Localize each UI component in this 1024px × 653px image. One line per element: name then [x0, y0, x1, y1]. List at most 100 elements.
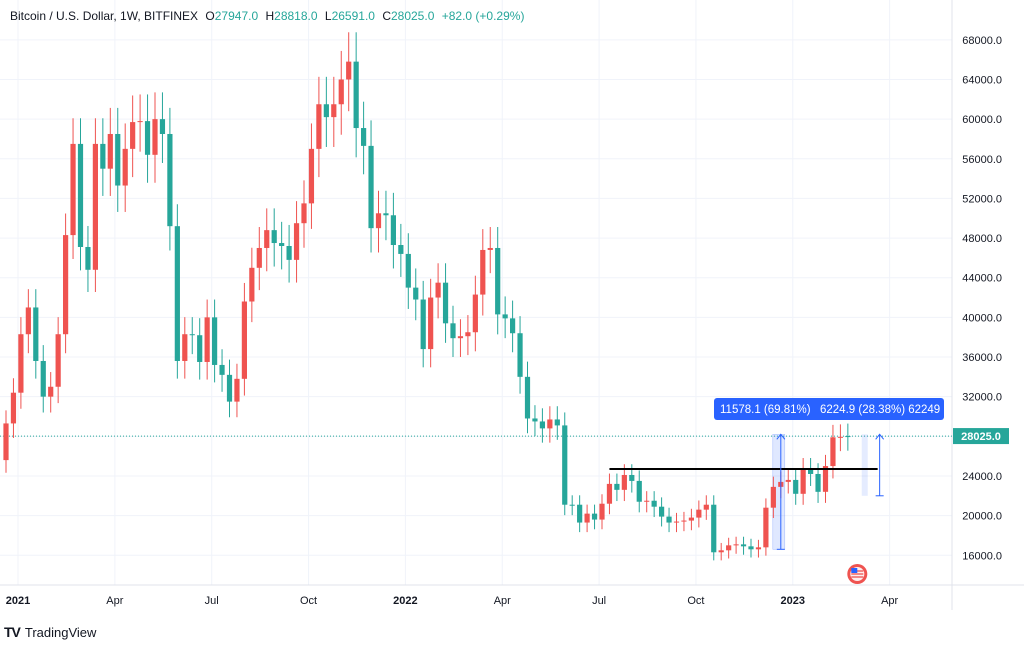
candle-body[interactable] [331, 104, 337, 118]
candle-body[interactable] [63, 235, 69, 335]
candle-body[interactable] [524, 376, 531, 419]
candle-body[interactable] [159, 119, 166, 134]
candle-body[interactable] [18, 334, 24, 393]
candle-body[interactable] [92, 143, 98, 270]
candle-body[interactable] [77, 143, 84, 247]
candle-body[interactable] [383, 213, 389, 216]
candle-body[interactable] [70, 143, 76, 236]
candle-body[interactable] [25, 307, 31, 335]
candle-body[interactable] [122, 148, 128, 186]
candle-body[interactable] [748, 546, 754, 550]
candle-body[interactable] [100, 143, 106, 169]
candle-body[interactable] [390, 215, 396, 246]
candle-body[interactable] [130, 122, 136, 149]
candle-body[interactable] [793, 479, 799, 494]
candle-body[interactable] [554, 419, 560, 426]
candle-body[interactable] [726, 545, 732, 551]
candle-body[interactable] [40, 360, 46, 397]
candle-body[interactable] [308, 148, 315, 204]
candle-body[interactable] [353, 61, 359, 129]
candle-body[interactable] [495, 247, 501, 315]
candle-body[interactable] [763, 507, 769, 548]
candle-body[interactable] [323, 104, 329, 118]
candle-body[interactable] [107, 133, 113, 169]
candle-body[interactable] [316, 104, 322, 149]
candle-body[interactable] [182, 334, 188, 361]
candle-body[interactable] [204, 317, 210, 362]
candle-body[interactable] [651, 500, 657, 507]
candle-body[interactable] [785, 479, 791, 482]
candle-body[interactable] [450, 323, 456, 339]
tradingview-brand[interactable]: TV TradingView [4, 624, 96, 640]
candle-body[interactable] [681, 520, 687, 522]
candle-body[interactable] [472, 294, 478, 333]
candle-body[interactable] [286, 246, 292, 260]
candle-body[interactable] [569, 504, 575, 506]
candle-body[interactable] [405, 253, 411, 288]
candle-body[interactable] [830, 437, 836, 467]
candle-body[interactable] [413, 287, 419, 300]
candle-body[interactable] [539, 421, 545, 429]
candle-body[interactable] [599, 503, 605, 520]
candle-body[interactable] [666, 516, 672, 523]
candle-body[interactable] [614, 483, 620, 490]
candle-body[interactable] [152, 119, 158, 155]
candle-body[interactable] [212, 317, 218, 365]
candle-body[interactable] [271, 230, 277, 244]
candle-body[interactable] [264, 230, 270, 248]
candle-body[interactable] [636, 480, 642, 502]
candle-body[interactable] [733, 544, 739, 546]
candle-body[interactable] [234, 378, 240, 402]
candle-body[interactable] [226, 374, 233, 402]
symbol-name[interactable]: Bitcoin / U.S. Dollar, 1W, BITFINEX [10, 9, 199, 23]
candle-body[interactable] [502, 314, 508, 319]
candle-body[interactable] [33, 307, 39, 361]
candle-body[interactable] [435, 282, 441, 298]
candle-body[interactable] [703, 504, 709, 510]
candle-body[interactable] [591, 513, 598, 520]
candle-body[interactable] [808, 469, 814, 474]
candle-body[interactable] [577, 504, 583, 523]
candle-body[interactable] [189, 334, 195, 336]
candle-body[interactable] [815, 473, 821, 492]
candle-body[interactable] [428, 297, 434, 350]
candle-body[interactable] [696, 509, 702, 518]
candle-body[interactable] [718, 550, 724, 553]
candle-body[interactable] [532, 418, 538, 422]
candle-body[interactable] [837, 436, 843, 438]
candle-body[interactable] [770, 486, 776, 508]
candle-body[interactable] [368, 145, 374, 229]
candle-body[interactable] [241, 301, 247, 379]
candle-body[interactable] [48, 386, 54, 397]
candle-body[interactable] [480, 249, 486, 295]
candle-body[interactable] [219, 364, 225, 375]
candle-body[interactable] [584, 513, 590, 523]
candle-body[interactable] [822, 466, 829, 492]
candle-body[interactable] [562, 425, 568, 505]
candle-body[interactable] [115, 133, 121, 186]
candle-body[interactable] [510, 318, 516, 334]
candle-body[interactable] [673, 521, 680, 523]
candle-body[interactable] [547, 419, 553, 429]
candle-body[interactable] [659, 506, 665, 517]
candle-body[interactable] [375, 213, 382, 229]
candle-body[interactable] [465, 332, 471, 337]
candle-body[interactable] [301, 203, 307, 224]
candle-body[interactable] [256, 247, 262, 268]
candle-body[interactable] [137, 121, 143, 123]
candle-body[interactable] [174, 226, 180, 361]
candle-body[interactable] [361, 128, 367, 146]
candle-body[interactable] [398, 245, 404, 254]
candle-body[interactable] [457, 336, 464, 339]
candle-body[interactable] [85, 246, 91, 270]
candle-body[interactable] [3, 423, 9, 461]
candle-body[interactable] [144, 121, 151, 155]
candle-body[interactable] [55, 334, 61, 387]
candle-body[interactable] [711, 504, 717, 553]
candle-body[interactable] [420, 299, 426, 350]
candle-body[interactable] [621, 474, 627, 490]
candle-body[interactable] [167, 133, 173, 227]
candle-body[interactable] [249, 267, 255, 302]
